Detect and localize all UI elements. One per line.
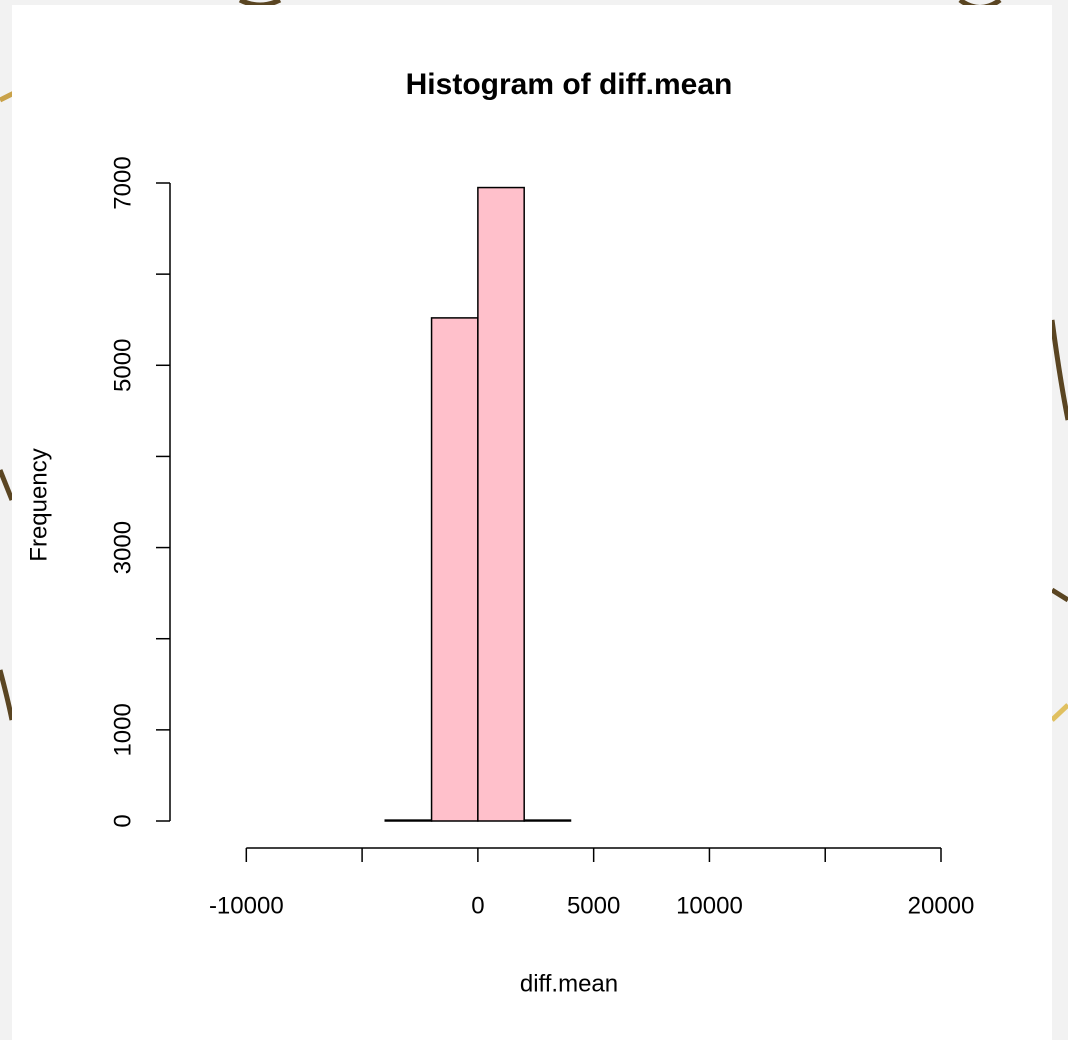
bar xyxy=(477,186,525,822)
chart-title: Histogram of diff.mean xyxy=(406,68,733,101)
bar xyxy=(430,317,479,822)
background-decoration xyxy=(0,0,1068,722)
y-tick-label: 5000 xyxy=(109,339,136,392)
bar xyxy=(523,819,572,822)
x-tick-label: 0 xyxy=(471,892,484,919)
x-tick-label: 5000 xyxy=(567,892,620,919)
y-tick-label: 0 xyxy=(109,814,136,827)
y-tick-label: 7000 xyxy=(109,156,136,209)
plot-panel xyxy=(12,5,1052,1040)
x-tick-label: 20000 xyxy=(908,892,975,919)
bar xyxy=(384,819,433,822)
y-tick-label: 1000 xyxy=(109,703,136,756)
x-tick-label: 10000 xyxy=(676,892,743,919)
x-tick-label: -10000 xyxy=(209,892,284,919)
y-axis-label: Frequency xyxy=(25,448,52,561)
x-axis-label: diff.mean xyxy=(520,970,618,997)
y-tick-label: 3000 xyxy=(109,521,136,574)
